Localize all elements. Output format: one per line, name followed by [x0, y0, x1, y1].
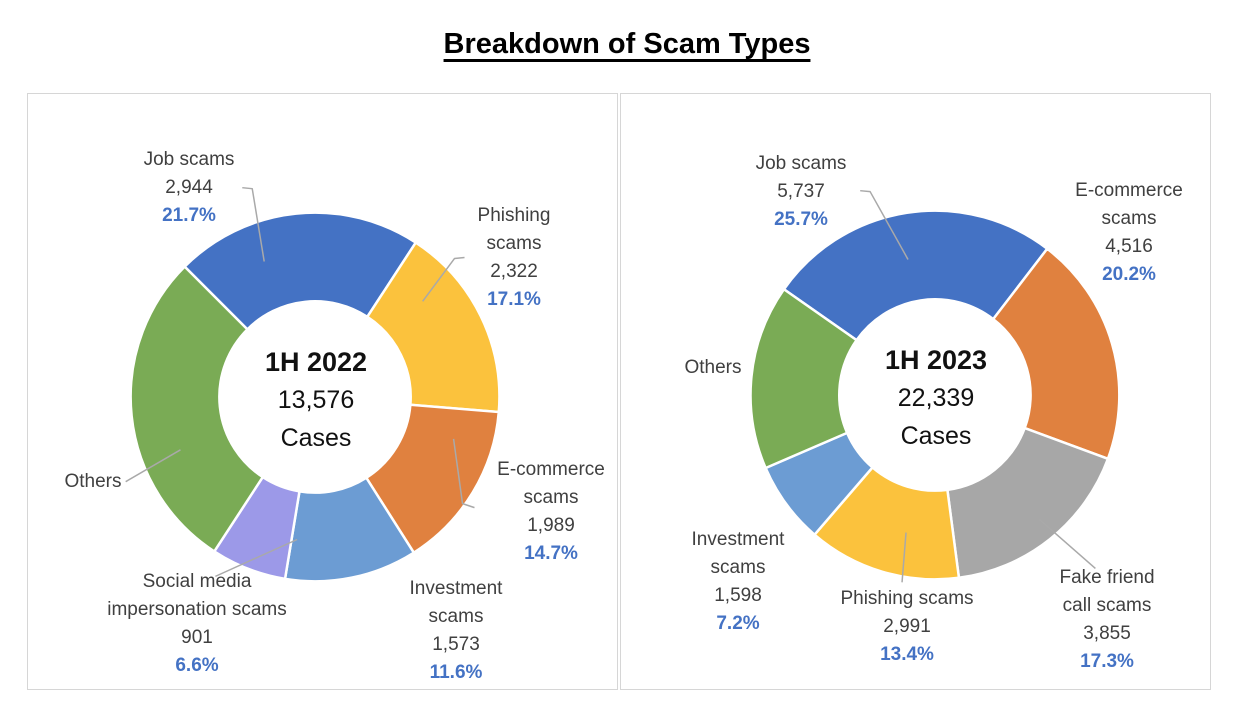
slice-name: Investment scams — [691, 529, 785, 578]
slice-label-job-scams: Job scams 2,944 21.7% — [114, 146, 264, 230]
slice-pct: 13.4% — [880, 644, 934, 665]
donut-slice-phishing-scams — [365, 240, 501, 414]
slice-count: 1,598 — [714, 585, 762, 606]
slice-label-phishing-scams: Phishing scams 2,991 13.4% — [817, 585, 997, 669]
leader-line-phishing-scams — [422, 256, 465, 302]
donut-panel-1h2022: 1H 2022 13,576 Cases Job scams 2,944 21.… — [27, 93, 618, 690]
donut-center-label-1h2022: 1H 2022 13,576 Cases — [206, 330, 426, 470]
period-label: 1H 2022 — [264, 347, 368, 377]
slice-pct: 11.6% — [429, 662, 483, 683]
slice-label-social-media-scams: Social media impersonation scams 901 6.6… — [82, 568, 312, 680]
slice-pct: 21.7% — [162, 205, 216, 226]
slice-name: Others — [64, 471, 122, 492]
cases-unit-label: Cases — [280, 424, 352, 452]
total-cases-value: 22,339 — [897, 384, 975, 412]
slice-name: E-commerce scams — [497, 459, 605, 508]
slice-name: Others — [684, 357, 742, 378]
slice-label-investment-scams: Investment scams 1,598 7.2% — [668, 526, 808, 638]
donut-slice-job-scams — [182, 211, 418, 332]
page-title: Breakdown of Scam Types — [443, 28, 811, 60]
slice-name: Phishing scams — [840, 588, 974, 609]
slice-label-others: Others — [43, 468, 143, 496]
leader-line-social-media-scams — [215, 538, 298, 578]
slice-name: Social media impersonation scams — [107, 571, 287, 620]
slice-pct: 25.7% — [774, 209, 828, 230]
donut-slice-others — [749, 287, 859, 470]
slice-label-job-scams: Job scams 5,737 25.7% — [726, 150, 876, 234]
slice-pct: 6.6% — [175, 655, 219, 676]
slice-label-fake-friend-call-scams: Fake friend call scams 3,855 17.3% — [1047, 564, 1167, 676]
donut-center-label-1h2023: 1H 2023 22,339 Cases — [826, 328, 1046, 468]
donut-ring-1h2023 — [749, 209, 1121, 581]
leader-line-phishing-scams — [901, 532, 907, 583]
slice-pct: 17.3% — [1080, 651, 1134, 672]
slice-name: Investment scams — [409, 578, 503, 627]
leader-line-job-scams — [242, 186, 265, 262]
slice-label-investment-scams: Investment scams 1,573 11.6% — [386, 575, 526, 687]
donut-ring-1h2022 — [129, 211, 501, 583]
slice-name: Fake friend call scams — [1059, 567, 1155, 616]
slice-label-phishing-scams: Phishing scams 2,322 17.1% — [454, 202, 574, 314]
slice-name: E-commerce scams — [1075, 180, 1183, 229]
slice-count: 3,855 — [1083, 623, 1131, 644]
slice-count: 5,737 — [777, 181, 825, 202]
donut-slice-job-scams — [782, 209, 1049, 342]
total-cases-value: 13,576 — [277, 386, 355, 414]
slice-name: Job scams — [755, 153, 847, 174]
leader-line-job-scams — [860, 189, 909, 260]
donut-chart-1h2023 — [749, 189, 1121, 583]
slice-pct: 7.2% — [716, 613, 760, 634]
slice-count: 1,573 — [432, 634, 480, 655]
slice-pct: 14.7% — [524, 543, 578, 564]
leader-line-others — [125, 449, 181, 483]
donut-slice-e-commerce-scams — [991, 247, 1121, 461]
donut-slice-fake-friend-call-scams — [945, 426, 1110, 580]
slice-count: 1,989 — [527, 515, 575, 536]
cases-unit-label: Cases — [900, 422, 972, 450]
donut-slice-others — [129, 264, 265, 554]
slice-pct: 20.2% — [1102, 264, 1156, 285]
slice-count: 4,516 — [1105, 236, 1153, 257]
period-label: 1H 2023 — [884, 345, 988, 375]
slice-name: Job scams — [143, 149, 235, 170]
slice-count: 2,991 — [883, 616, 931, 637]
slice-pct: 17.1% — [487, 289, 541, 310]
slice-label-ecommerce-scams: E-commerce scams 1,989 14.7% — [476, 456, 626, 568]
slice-label-ecommerce-scams: E-commerce scams 4,516 20.2% — [1054, 177, 1204, 289]
slice-count: 901 — [181, 627, 213, 648]
donut-slice-e-commerce-scams — [364, 403, 501, 555]
slice-name: Phishing scams — [477, 205, 551, 254]
slice-label-others: Others — [663, 354, 763, 382]
slice-count: 2,944 — [165, 177, 213, 198]
leader-line-fake-friend-call-scams — [1039, 519, 1096, 569]
leader-line-ecommerce-scams — [452, 438, 475, 509]
slice-count: 2,322 — [490, 261, 538, 282]
donut-chart-1h2022 — [125, 186, 501, 583]
donut-panel-1h2023: 1H 2023 22,339 Cases Job scams 5,737 25.… — [620, 93, 1211, 690]
